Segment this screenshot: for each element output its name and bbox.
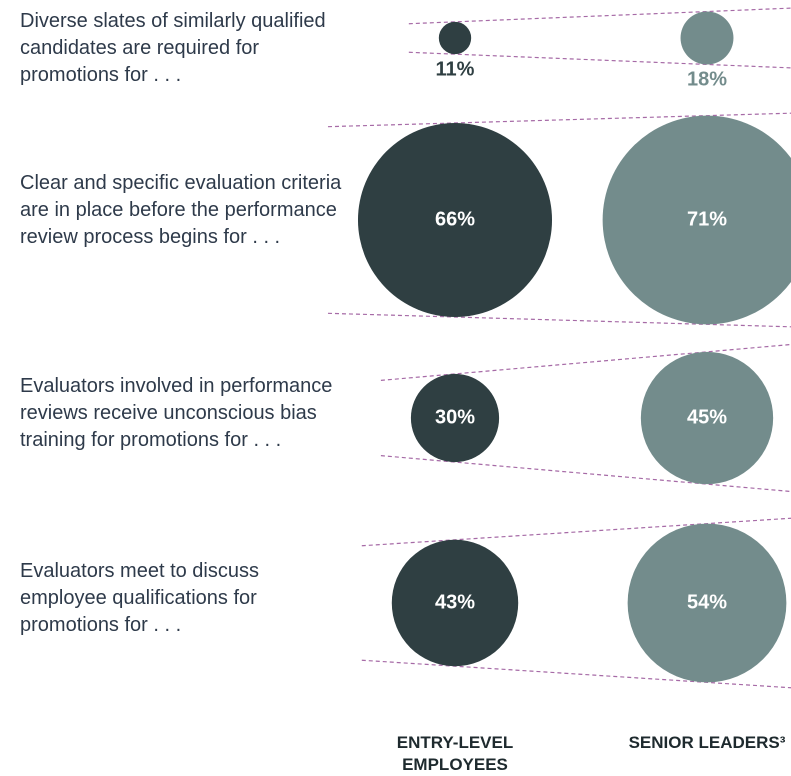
guide-line: [380, 343, 791, 381]
row-label: Evaluators involved in performance revie…: [20, 375, 333, 451]
value-label: 54%: [687, 591, 727, 613]
bubble: [438, 21, 472, 55]
value-label: 18%: [687, 69, 727, 91]
value-label: 45%: [687, 406, 727, 428]
value-label: 71%: [687, 208, 727, 230]
guide-line: [327, 312, 791, 328]
guide-line: [361, 659, 791, 689]
legend-label: ENTRY-LEVEL EMPLOYEES: [396, 733, 514, 774]
bubble: [680, 11, 734, 65]
value-label: 66%: [435, 208, 475, 230]
bubble: [357, 122, 553, 318]
bubble: [627, 523, 787, 683]
bubble: [640, 351, 774, 485]
bubble: [391, 539, 519, 667]
guide-line: [408, 7, 791, 25]
row-label: Evaluators meet to discuss employee qual…: [20, 560, 259, 636]
bubble: [410, 373, 500, 463]
bubble: [602, 115, 791, 325]
row-label: Clear and specific evaluation criteria a…: [20, 172, 342, 248]
value-label: 43%: [435, 591, 475, 613]
guide-line: [327, 112, 791, 128]
value-label: 30%: [435, 406, 475, 428]
guide-line: [361, 517, 791, 547]
legend-label: SENIOR LEADERS³: [628, 733, 786, 752]
guide-line: [380, 455, 791, 493]
value-label: 11%: [436, 58, 475, 80]
row-label: Diverse slates of similarly qualified ca…: [20, 10, 326, 86]
guide-line: [408, 51, 791, 69]
